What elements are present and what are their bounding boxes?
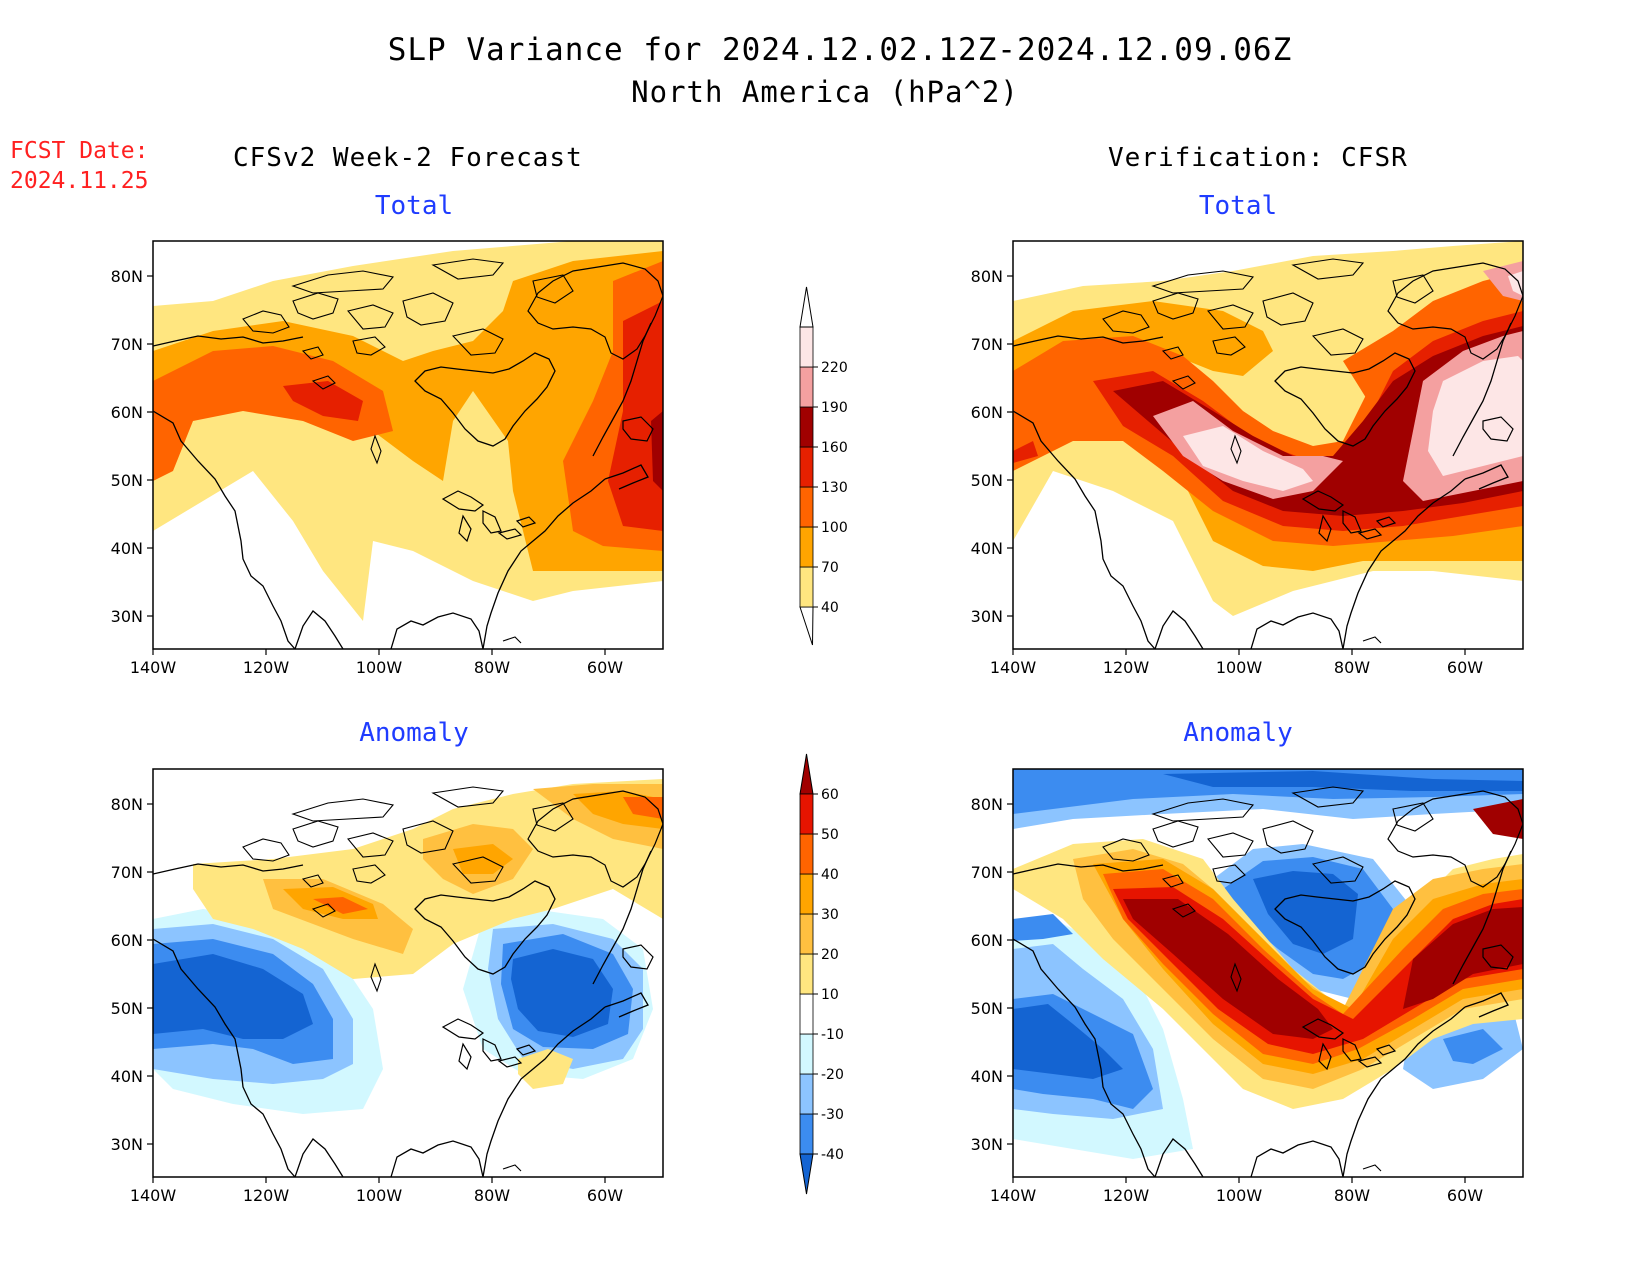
colorbar-tick-label: 130 [821,480,848,496]
forecast-anomaly-map [152,768,664,1178]
lat-tick-label: 80N [111,795,143,814]
colorbar-tick-label: 220 [821,360,848,376]
verification-total-title: Total [1198,191,1278,221]
colorbar-tick-label: 40 [821,867,839,883]
colorbar-swatch [799,406,814,448]
colorbar-tick-label: -40 [821,1147,844,1163]
lon-tick-label: 140W [130,658,177,677]
lon-tick-label: 120W [1103,658,1150,677]
lon-tick-label: 60W [587,658,623,677]
lat-tick-label: 60N [971,931,1003,950]
lon-tick-label: 60W [1447,658,1483,677]
lon-tick-label: 140W [990,658,1037,677]
lat-tick-label: 30N [111,607,143,626]
lon-tick-label: 80W [474,658,510,677]
lat-tick-label: 40N [111,1067,143,1086]
colorbar-tick-label: 160 [821,440,848,456]
verification-total-map [1012,240,1524,650]
anomaly-colorbar: -40 -30 -20 -10 10 20 30 40 50 60 [799,753,844,1195]
lon-tick-label: 60W [1447,1186,1483,1205]
lat-tick-label: 60N [111,403,143,422]
colorbar-swatch [799,1113,814,1155]
forecast-date-value: 2024.11.25 [10,168,149,194]
lon-tick-label: 60W [587,1186,623,1205]
lat-tick-label: 50N [971,999,1003,1018]
lat-tick-label: 80N [111,267,143,286]
colorbar-tick-label: 10 [821,987,839,1003]
colorbar-swatch [799,566,814,608]
verification-anomaly-title: Anomaly [1183,718,1293,748]
lon-tick-label: 120W [243,1186,290,1205]
lon-tick-label: 140W [130,1186,177,1205]
colorbar-swatch [799,913,814,955]
colorbar-high-extend [799,753,814,795]
lat-tick-label: 50N [111,471,143,490]
lat-tick-label: 80N [971,795,1003,814]
lat-tick-label: 80N [971,267,1003,286]
colorbar-tick-label: 190 [821,400,848,416]
lat-tick-label: 60N [971,403,1003,422]
colorbar-swatch [799,1033,814,1075]
colorbar-tick-label: 30 [821,907,839,923]
colorbar-swatch [799,526,814,568]
main-subtitle: North America (hPa^2) [631,75,1019,109]
lat-tick-label: 40N [971,539,1003,558]
forecast-total-map [152,240,664,650]
forecast-total-title: Total [374,191,454,221]
lat-tick-label: 50N [111,999,143,1018]
colorbar-swatch [799,993,814,1035]
colorbar-tick-label: -30 [821,1107,844,1123]
lon-tick-label: 100W [356,1186,403,1205]
colorbar-low-extend [799,606,814,646]
lat-tick-label: 70N [111,863,143,882]
lat-tick-label: 40N [971,1067,1003,1086]
lon-tick-label: 120W [243,658,290,677]
colorbar-tick-label: 100 [821,520,848,536]
colorbar-tick-label: 50 [821,827,839,843]
lon-tick-label: 80W [1334,658,1370,677]
lat-tick-label: 50N [971,471,1003,490]
lat-tick-label: 70N [971,335,1003,354]
lat-tick-label: 30N [971,1135,1003,1154]
colorbar-high-extend [799,286,814,328]
total-colorbar: 40 70 100 130 160 190 220 [799,286,848,646]
lon-tick-label: 80W [1334,1186,1370,1205]
colorbar-swatch [799,873,814,915]
main-title: SLP Variance for 2024.12.02.12Z-2024.12.… [387,32,1293,68]
lat-tick-label: 70N [971,863,1003,882]
lat-tick-label: 40N [111,539,143,558]
colorbar-swatch [799,833,814,875]
lat-tick-label: 30N [971,607,1003,626]
colorbar-swatch [799,486,814,528]
lat-tick-label: 60N [111,931,143,950]
colorbar-tick-label: -20 [821,1067,844,1083]
lon-tick-label: 140W [990,1186,1037,1205]
colorbar-tick-label: 70 [821,560,839,576]
verification-column-header: Verification: CFSR [1108,143,1408,173]
colorbar-swatch [799,366,814,408]
colorbar-tick-label: 60 [821,787,839,803]
colorbar-tick-label: 20 [821,947,839,963]
forecast-anomaly-title: Anomaly [359,718,469,748]
lon-tick-label: 120W [1103,1186,1150,1205]
colorbar-swatch [799,446,814,488]
forecast-column-header: CFSv2 Week-2 Forecast [233,143,583,173]
verification-anomaly-map [1012,768,1524,1178]
colorbar-tick-label: -10 [821,1027,844,1043]
colorbar-swatch [799,793,814,835]
colorbar-tick-label: 40 [821,600,839,616]
lon-tick-label: 100W [1216,658,1263,677]
colorbar-swatch [799,326,814,368]
colorbar-swatch [799,953,814,995]
lon-tick-label: 100W [356,658,403,677]
lon-tick-label: 80W [474,1186,510,1205]
colorbar-low-extend [799,1153,814,1195]
lon-tick-label: 100W [1216,1186,1263,1205]
colorbar-swatch [799,1073,814,1115]
lat-tick-label: 70N [111,335,143,354]
lat-tick-label: 30N [111,1135,143,1154]
forecast-date-label: FCST Date: [10,138,149,164]
